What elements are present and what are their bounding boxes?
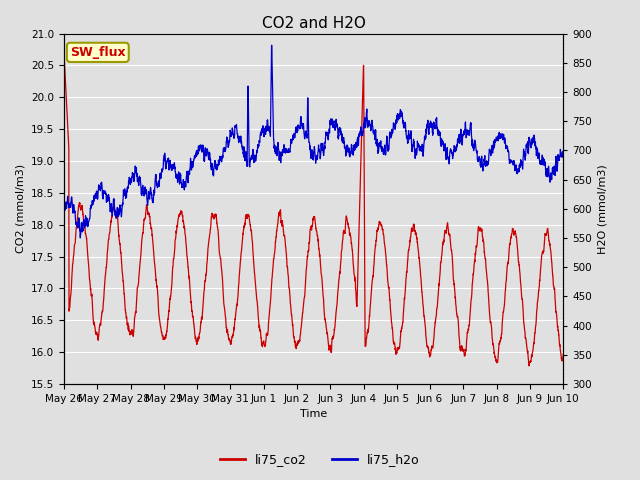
Title: CO2 and H2O: CO2 and H2O [262, 16, 365, 31]
Text: SW_flux: SW_flux [70, 46, 125, 59]
Y-axis label: CO2 (mmol/m3): CO2 (mmol/m3) [15, 164, 26, 253]
Legend: li75_co2, li75_h2o: li75_co2, li75_h2o [215, 448, 425, 471]
Y-axis label: H2O (mmol/m3): H2O (mmol/m3) [598, 164, 607, 253]
X-axis label: Time: Time [300, 409, 327, 419]
